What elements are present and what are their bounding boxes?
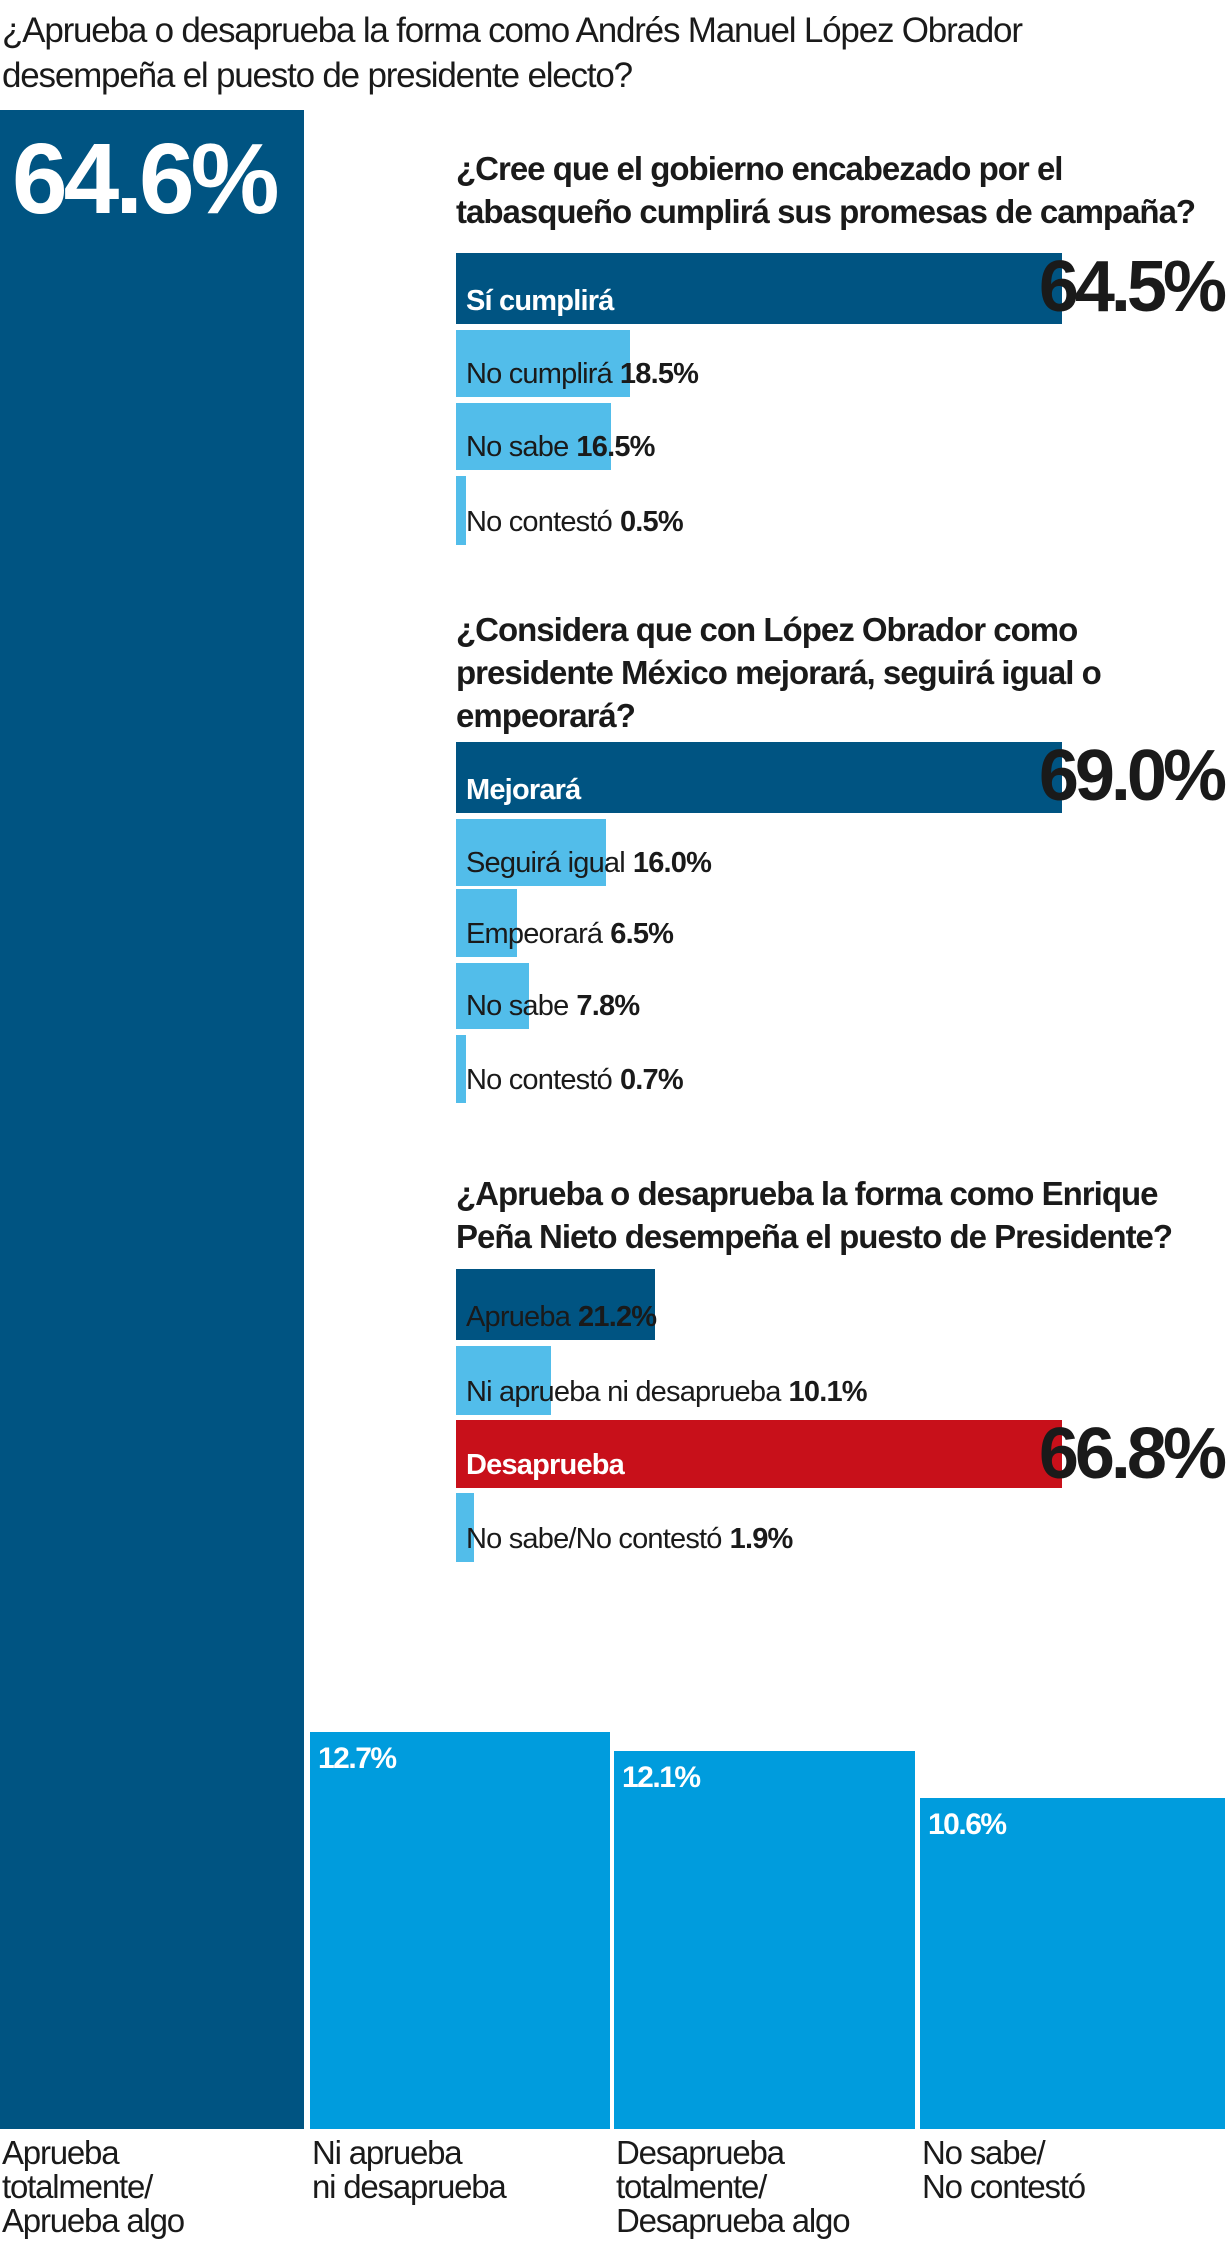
bar-label: Empeorará 6.5% xyxy=(466,918,674,951)
bar-value: 10.1% xyxy=(788,1376,868,1408)
main-bar: 12.7% xyxy=(310,1732,610,2129)
bar-value-large: 69.0% xyxy=(1038,736,1227,816)
category-label-line: Desaprueba xyxy=(616,2134,785,2171)
sub-chart-bar: Mejorará xyxy=(456,742,1062,813)
sub-chart-bar: Empeorará 6.5% xyxy=(456,889,674,957)
main-bar-category-label: No sabe/No contestó xyxy=(922,2134,1086,2205)
sub-chart-title: ¿Cree que el gobierno encabezado por el … xyxy=(456,150,1196,230)
bar-category: Aprueba xyxy=(466,1301,571,1333)
bar-value: 6.5% xyxy=(610,918,674,950)
main-bar-value: 12.1% xyxy=(622,1761,701,1794)
bar-label: Sí cumplirá xyxy=(466,285,614,318)
bar-label: Aprueba 21.2% xyxy=(466,1301,657,1334)
category-label-line: Desaprueba algo xyxy=(616,2202,851,2239)
sub-chart-bar: Seguirá igual 16.0% xyxy=(456,819,712,886)
category-label-line: No sabe/ xyxy=(922,2134,1046,2171)
bar-category: Empeorará xyxy=(466,918,603,950)
bar-label: No cumplirá 18.5% xyxy=(466,358,699,391)
bar-category: No contestó xyxy=(466,506,613,538)
bar-label: Desaprueba xyxy=(466,1449,625,1482)
main-chart-title: ¿Aprueba o desaprueba la forma como Andr… xyxy=(2,11,1023,95)
bar-label: No sabe/No contestó 1.9% xyxy=(466,1523,793,1556)
main-bar-category-label: Desaprueba totalmente/Desaprueba algo xyxy=(616,2134,851,2239)
main-bar: 12.1% xyxy=(614,1751,915,2129)
bar-category: No cumplirá xyxy=(466,358,613,390)
sub-chart-bar: Ni aprueba ni desaprueba 10.1% xyxy=(456,1346,868,1415)
sub-chart-bar: Aprueba 21.2% xyxy=(456,1269,657,1340)
bar-value-large: 66.8% xyxy=(1038,1414,1227,1494)
main-bar-value: 10.6% xyxy=(928,1808,1007,1841)
sub-chart-bar: No sabe/No contestó 1.9% xyxy=(456,1493,793,1562)
bar-category: Sí cumplirá xyxy=(466,285,614,317)
category-label-line: Aprueba algo xyxy=(2,2202,185,2239)
main-bar: 10.6% xyxy=(920,1798,1225,2129)
main-bar: 64.6% xyxy=(0,110,304,2129)
bar-value: 16.5% xyxy=(576,431,655,463)
bar-category: No sabe/No contestó xyxy=(466,1523,722,1555)
bar-value-large: 64.5% xyxy=(1038,247,1227,327)
bar-value: 0.5% xyxy=(619,506,684,538)
bar-label: No contestó 0.7% xyxy=(466,1064,684,1097)
main-bar-value: 12.7% xyxy=(318,1742,397,1775)
bar-label: No sabe 16.5% xyxy=(466,431,655,464)
main-bar-category-label: Ni aprueba ni desaprueba xyxy=(312,2134,507,2205)
sub-chart-bar: Desaprueba xyxy=(456,1420,1062,1488)
bar-value: 21.2% xyxy=(578,1301,657,1333)
main-bar-value: 64.6% xyxy=(12,123,280,235)
bar-category: Seguirá igual xyxy=(466,847,626,879)
bar-label: Mejorará xyxy=(466,774,581,807)
category-label-line: totalmente/ xyxy=(616,2168,767,2205)
category-label-line: Aprueba xyxy=(2,2134,120,2171)
category-label-line: ni desaprueba xyxy=(312,2168,507,2205)
bar-category: No sabe xyxy=(466,431,569,463)
main-bar-category-label: Aprueba totalmente/Aprueba algo xyxy=(2,2134,185,2239)
bar-category: Ni aprueba ni desaprueba xyxy=(466,1376,781,1408)
bar-label: No sabe 7.8% xyxy=(466,990,640,1023)
sub-chart-bar: No cumplirá 18.5% xyxy=(456,330,699,397)
sub-chart-bar: No contestó 0.5% xyxy=(456,476,684,545)
sub-chart-title: ¿Considera que con López Obrador como pr… xyxy=(456,611,1102,734)
sub-chart-bar: No sabe 7.8% xyxy=(456,963,640,1029)
sub-chart-bar: No contestó 0.7% xyxy=(456,1035,684,1103)
bar-value: 7.8% xyxy=(576,990,640,1022)
bar-category: No sabe xyxy=(466,990,569,1022)
bar-category: No contestó xyxy=(466,1064,613,1096)
bar-label: Seguirá igual 16.0% xyxy=(466,847,712,880)
bar-value: 1.9% xyxy=(729,1523,794,1555)
bar-value: 0.7% xyxy=(619,1064,684,1096)
category-label-line: Ni aprueba xyxy=(312,2134,463,2171)
bar-category: Mejorará xyxy=(466,774,581,806)
category-label-line: totalmente/ xyxy=(2,2168,153,2205)
category-label-line: No contestó xyxy=(922,2168,1086,2205)
bar-value: 18.5% xyxy=(619,358,699,390)
sub-chart-title: ¿Aprueba o desaprueba la forma como Enri… xyxy=(456,1175,1173,1255)
bar-label: No contestó 0.5% xyxy=(466,506,684,539)
bar-label: Ni aprueba ni desaprueba 10.1% xyxy=(466,1376,868,1409)
bar-category: Desaprueba xyxy=(466,1449,625,1481)
sub-chart-bar: No sabe 16.5% xyxy=(456,403,655,470)
sub-chart-bar: Sí cumplirá xyxy=(456,253,1062,324)
bar-value: 16.0% xyxy=(632,847,712,879)
